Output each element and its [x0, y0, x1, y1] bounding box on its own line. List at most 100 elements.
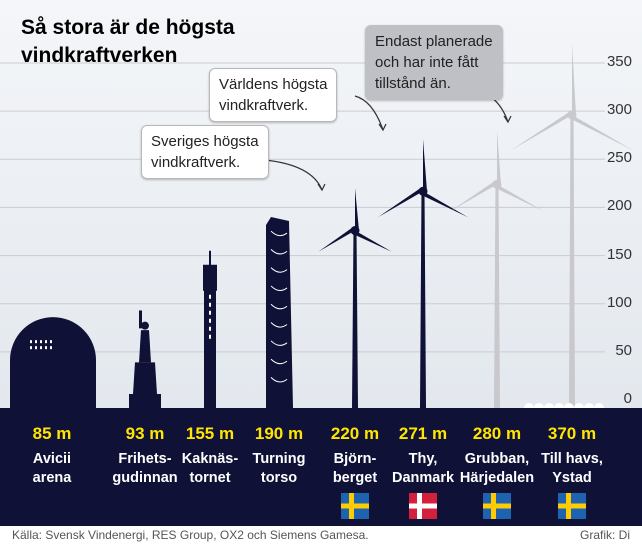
statue-body	[139, 330, 151, 363]
wave	[524, 403, 534, 408]
flag-cross	[483, 503, 511, 509]
arena-window	[40, 346, 42, 350]
y-tick-label: 150	[606, 245, 632, 263]
tower-antenna	[209, 250, 211, 267]
arena-window	[40, 340, 42, 344]
column-label: 220 m Björn- berget	[310, 422, 400, 488]
flag-cross	[409, 503, 437, 509]
callout-arrowhead	[378, 123, 387, 132]
sweden-flag-icon	[341, 493, 369, 519]
sweden-flag-icon	[558, 493, 586, 519]
turbine-ystad-tower	[569, 114, 575, 408]
torso-segment	[270, 322, 288, 328]
turbine-bjornberget-blade	[318, 227, 355, 252]
torso-segment	[270, 267, 288, 273]
tower-window	[209, 310, 211, 315]
y-tick-label: 0	[623, 390, 632, 407]
turbine-ystad-blade	[570, 114, 634, 151]
chart-title: Så stora är de högsta vindkraftverken	[21, 16, 235, 67]
tower-shaft	[204, 288, 216, 408]
turbine-thy-tower	[420, 191, 426, 408]
turbine-grubban-blade	[495, 184, 544, 212]
tower-window	[209, 334, 211, 339]
height-label: 93 m	[125, 424, 165, 443]
structures	[10, 43, 634, 408]
callout-arrowhead	[317, 183, 326, 192]
statue-pedestal	[129, 362, 161, 408]
structure-name: Turning torso	[252, 451, 306, 486]
turbine-bjornberget-blade	[353, 230, 392, 252]
height-label: 271 m	[398, 424, 448, 443]
wave	[544, 403, 554, 408]
height-label: 155 m	[185, 424, 235, 443]
callout-sweden: Sveriges högsta vindkraftverk.	[141, 125, 269, 179]
callout-arrowhead	[503, 115, 512, 124]
torso-segment	[270, 340, 288, 346]
ground-band	[0, 408, 642, 526]
arena-window	[45, 346, 47, 350]
wave	[564, 403, 574, 408]
wave	[554, 403, 564, 408]
tower-window	[209, 302, 211, 307]
height-label: 280 m	[472, 424, 522, 443]
turbine-thy-blade	[421, 191, 469, 218]
turbine-bjornberget-hub	[350, 226, 360, 236]
turbine-grubban-blade	[450, 180, 497, 212]
turbine-bjornberget-tower	[352, 230, 358, 408]
callout-world: Världens högsta vindkraftverk.	[209, 68, 338, 122]
structure-name: Kaknäs- tornet	[181, 451, 239, 486]
arena-window	[30, 346, 32, 350]
turbine-grubban-blade	[497, 130, 501, 185]
sweden-flag-icon	[483, 493, 511, 519]
column-label: 271 m Thy, Danmark	[378, 422, 468, 488]
column-label: 370 m Till havs, Ystad	[527, 422, 617, 488]
structure-name: Grubban, Härjedalen	[459, 451, 535, 486]
wave	[594, 403, 604, 408]
arena-window	[35, 346, 37, 350]
turbine-grubban-tower	[494, 184, 500, 408]
torso-segment	[270, 358, 288, 365]
credit-text: Grafik: Di	[579, 528, 630, 542]
structure-turning-torso	[266, 217, 293, 408]
column-label: 85 m Avicii arena	[7, 422, 97, 488]
turbine-ystad-blade	[510, 111, 572, 151]
turbine-thy-hub	[418, 186, 428, 196]
y-tick-label: 200	[606, 197, 632, 215]
wave	[534, 403, 544, 408]
flag-cross	[341, 503, 369, 509]
y-tick-label: 300	[606, 101, 632, 119]
torso-segment	[270, 285, 288, 291]
structure-avicii-arena	[10, 317, 96, 408]
turbine-thy-blade	[423, 139, 427, 192]
height-label: 220 m	[330, 424, 380, 443]
column-label: 155 m Kaknäs- tornet	[165, 422, 255, 488]
turbine-grubban-hub	[492, 179, 502, 189]
arena-window	[50, 340, 52, 344]
flag-cross	[558, 503, 586, 509]
height-label: 370 m	[547, 424, 597, 443]
y-tick-label: 100	[606, 293, 632, 311]
wave	[584, 403, 594, 408]
y-tick-label: 50	[615, 341, 632, 359]
source-text: Källa: Svensk Vindenergi, RES Group, OX2…	[12, 528, 369, 542]
wave	[574, 403, 584, 408]
statue-arm	[139, 310, 142, 329]
denmark-flag-icon	[409, 493, 437, 519]
torso-segment	[270, 377, 288, 383]
tower-top	[203, 264, 217, 291]
structure-name: Till havs, Ystad	[541, 451, 603, 486]
statue-head	[141, 321, 149, 330]
turbine-ystad-blade	[572, 43, 576, 115]
turbine-bjornberget-blade	[355, 188, 359, 231]
structure-name: Björn- berget	[332, 451, 378, 486]
y-tick-label: 350	[606, 53, 632, 70]
column-label: 280 m Grubban, Härjedalen	[452, 422, 542, 488]
height-label: 85 m	[32, 424, 72, 443]
tower-window	[209, 326, 211, 331]
callout-arrow	[354, 95, 384, 131]
callout-planned: Endast planerade och har inte fått tills…	[365, 25, 503, 100]
turbine-thy-blade	[377, 187, 423, 218]
torso-segment	[270, 230, 288, 237]
column-label: 93 m Frihets- gudinnan	[100, 422, 190, 488]
